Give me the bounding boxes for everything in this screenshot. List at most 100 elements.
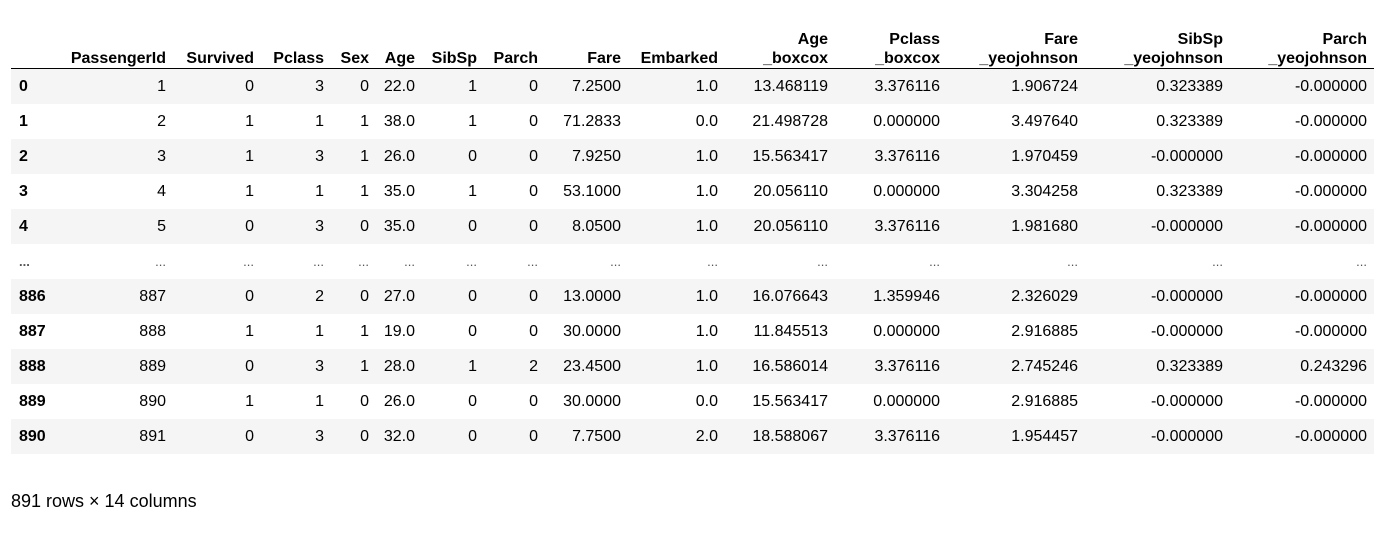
table-cell: 3 — [315, 147, 324, 165]
table-cell: 0 — [529, 427, 538, 445]
row-index: 888 — [19, 357, 46, 375]
row-index: 1 — [19, 112, 28, 130]
table-cell: 1 — [245, 322, 254, 340]
table-cell: 3.497640 — [1011, 112, 1078, 130]
table-cell: 0 — [245, 287, 254, 305]
table-cell: 0.000000 — [873, 182, 940, 200]
table-cell: 21.498728 — [752, 112, 828, 130]
column-header: SibSp _yeojohnson — [1124, 31, 1223, 67]
row-index: 4 — [19, 217, 28, 235]
table-cell: 53.1000 — [563, 182, 621, 200]
table-cell: ... — [1356, 253, 1367, 269]
table-cell: 1 — [468, 112, 477, 130]
table-cell: 35.0 — [383, 217, 415, 235]
table-cell: 0 — [468, 322, 477, 340]
table-cell: 3.376116 — [874, 357, 940, 375]
table-cell: 1.0 — [695, 357, 718, 375]
table-cell: 13.0000 — [563, 287, 621, 305]
table-cell: 0.323389 — [1156, 112, 1223, 130]
table-cell: ... — [707, 253, 718, 269]
table-cell: 0.0 — [695, 112, 718, 130]
table-row: 3 4 1 1 1 35.0 1 0 53.1000 1.0 20.056110 0.000000 3.… — [11, 174, 1374, 209]
table-cell: 1 — [245, 392, 254, 410]
table-cell: 2.916885 — [1011, 392, 1078, 410]
table-cell: 1.0 — [695, 182, 718, 200]
table-cell: 20.056110 — [753, 217, 828, 235]
table-cell: 0 — [360, 77, 369, 95]
table-cell: 1 — [360, 112, 369, 130]
table-cell: 889 — [139, 357, 166, 375]
table-cell: 0 — [529, 392, 538, 410]
table-cell: 0.000000 — [873, 112, 940, 130]
table-cell: 1.981680 — [1011, 217, 1078, 235]
column-header: Pclass _boxcox — [875, 31, 940, 67]
table-cell: 3 — [315, 77, 324, 95]
table-cell: 1.0 — [695, 287, 718, 305]
table-cell: 0.323389 — [1156, 77, 1223, 95]
table-row: 888 889 0 3 1 28.0 1 2 23.4500 1.0 16.586014 3.3761… — [11, 348, 1374, 384]
table-cell: 1 — [315, 392, 324, 410]
table-cell: 0 — [245, 357, 254, 375]
table-cell: 0 — [468, 287, 477, 305]
table-cell: -0.000000 — [1150, 322, 1223, 340]
table-cell: -0.000000 — [1294, 77, 1367, 95]
table-cell: 18.588067 — [752, 427, 828, 445]
table-cell: 0 — [468, 392, 477, 410]
table-cell: 0 — [468, 217, 477, 235]
table-cell: 2 — [157, 112, 166, 130]
column-header: Age _boxcox — [763, 31, 828, 67]
table-cell: 5 — [157, 217, 166, 235]
table-cell: -0.000000 — [1150, 217, 1223, 235]
table-cell: 0 — [360, 217, 369, 235]
column-header: Parch _yeojohnson — [1268, 31, 1367, 67]
table-cell: 0 — [360, 287, 369, 305]
column-header: Sex — [340, 50, 369, 67]
table-cell: 1 — [245, 112, 254, 130]
table-cell: -0.000000 — [1294, 287, 1367, 305]
dataframe-output: PassengerId Survived Pclass Sex Age SibSp Parc… — [11, 28, 1374, 454]
table-cell: 3.376116 — [874, 217, 940, 235]
table-cell: 3 — [157, 147, 166, 165]
table-row: 0 1 0 3 0 22.0 1 0 7.2500 1.0 13.468119 3.376116 1.9… — [11, 68, 1374, 104]
table-cell: 1.0 — [695, 217, 718, 235]
table-cell: 1 — [315, 322, 324, 340]
table-cell: 1 — [245, 147, 254, 165]
table-row: 887 888 1 1 1 19.0 0 0 30.0000 1.0 11.845513 0.0000… — [11, 314, 1374, 349]
table-cell: 27.0 — [383, 287, 415, 305]
table-cell: 16.586014 — [752, 357, 828, 375]
table-cell: 1.954457 — [1011, 427, 1078, 445]
column-header: Embarked — [640, 50, 718, 67]
table-cell: 0 — [245, 217, 254, 235]
table-cell: 8.0500 — [572, 217, 621, 235]
table-cell: 0 — [529, 217, 538, 235]
table-cell: 0.323389 — [1156, 182, 1223, 200]
table-cell: 3.376116 — [874, 147, 940, 165]
header-row: PassengerId Survived Pclass Sex Age SibSp Parc… — [11, 28, 1374, 69]
table-cell: 3 — [315, 217, 324, 235]
row-index: ... — [19, 253, 30, 269]
table-cell: 71.2833 — [563, 112, 621, 130]
table-cell: ... — [466, 253, 477, 269]
table-cell: 38.0 — [383, 112, 415, 130]
row-column-summary: 891 rows × 14 columns — [11, 491, 197, 511]
table-cell: 891 — [139, 427, 166, 445]
column-header: Fare — [587, 50, 621, 67]
table-cell: -0.000000 — [1150, 427, 1223, 445]
table-cell: 890 — [139, 392, 166, 410]
column-header: Parch — [493, 50, 538, 67]
row-index: 890 — [19, 427, 46, 445]
table-cell: ... — [817, 253, 828, 269]
row-index: 886 — [19, 287, 46, 305]
table-body: 0 1 0 3 0 22.0 1 0 7.2500 1.0 13.468119 3.376116 1.9… — [11, 68, 1374, 454]
table-cell: 0.000000 — [873, 392, 940, 410]
index-header — [11, 28, 56, 69]
column-header: PassengerId — [70, 50, 166, 67]
table-cell: -0.000000 — [1150, 147, 1223, 165]
table-cell: 26.0 — [383, 392, 415, 410]
table-cell: 0.000000 — [873, 322, 940, 340]
dataframe-table: PassengerId Survived Pclass Sex Age SibSp Parc… — [11, 28, 1374, 454]
table-row: 4 5 0 3 0 35.0 0 0 8.0500 1.0 20.056110 3.376116 1.9… — [11, 208, 1374, 244]
table-cell: 888 — [139, 322, 166, 340]
table-row: 1 2 1 1 1 38.0 1 0 71.2833 0.0 21.498728 0.000000 3.… — [11, 104, 1374, 139]
table-cell: 16.076643 — [752, 287, 828, 305]
